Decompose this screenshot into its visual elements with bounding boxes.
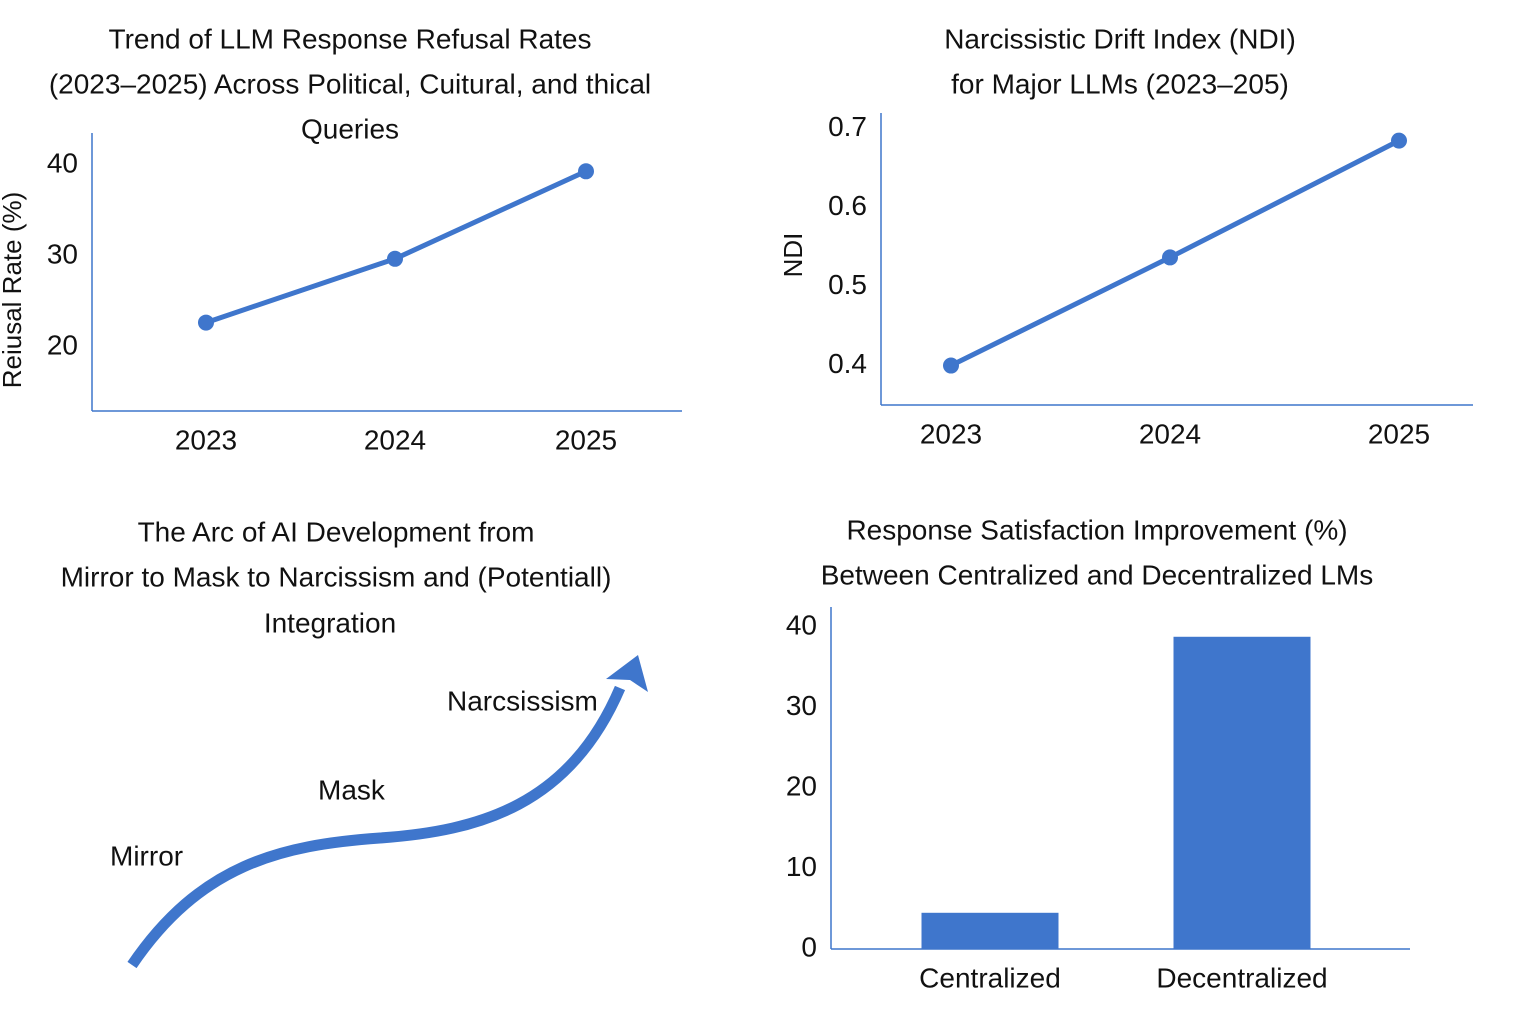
y-tick-label: 30 <box>786 690 817 721</box>
x-tick-label: 2023 <box>175 424 237 455</box>
y-tick-label: 40 <box>47 147 78 178</box>
bar <box>1173 636 1311 949</box>
diagram-title: The Arc of AI Development from <box>138 516 535 547</box>
arrow-head <box>606 655 648 692</box>
chart-title: Trend of LLM Response Refusal Rates <box>109 23 592 54</box>
y-tick-label: 10 <box>786 851 817 882</box>
stage-label: Mirror <box>110 840 183 871</box>
y-tick-label: 0 <box>801 931 817 962</box>
arc-arrow <box>127 685 626 969</box>
x-tick-label: 2025 <box>555 424 617 455</box>
line <box>205 169 588 325</box>
chart-title: for Major LLMs (2023–205) <box>951 68 1289 99</box>
y-tick-label: 40 <box>786 610 817 641</box>
y-axis-label: Reiusal Rate (%) <box>0 192 27 389</box>
chart-title: Between Centralized and Decentralized LM… <box>821 559 1374 590</box>
x-tick-label: 2025 <box>1368 418 1430 449</box>
diagram-title: Mirror to Mask to Narcissism and (Potent… <box>61 561 612 592</box>
diagram: The Arc of AI Development from Mirror to… <box>61 516 648 969</box>
y-tick-label: 20 <box>786 770 817 801</box>
point <box>1391 132 1407 149</box>
stage-label: Narcsissism <box>447 685 598 716</box>
y-tick-label: 0.6 <box>828 190 867 221</box>
y-tick-label: 20 <box>47 330 78 361</box>
x-tick-label: 2024 <box>1139 418 1201 449</box>
point <box>387 250 403 267</box>
point <box>578 163 594 180</box>
chart-title: Narcissistic Drift Index (NDI) <box>944 23 1296 54</box>
point <box>198 314 214 331</box>
bar <box>921 912 1059 949</box>
y-tick-label: 0.5 <box>828 269 867 300</box>
x-tick-label: 2023 <box>920 418 982 449</box>
x-tick-label: Centralized <box>919 962 1061 993</box>
x-tick-label: Decentralized <box>1156 962 1327 993</box>
y-tick-label: 0.7 <box>828 111 867 142</box>
diagram-title: Integration <box>264 607 396 638</box>
chart-title: (2023–2025) Across Political, Cuitural, … <box>49 68 651 99</box>
chart-title: Response Satisfaction Improvement (%) <box>846 514 1347 545</box>
y-tick-label: 30 <box>47 238 78 269</box>
stage-label: Mask <box>318 774 386 805</box>
point <box>1162 249 1178 266</box>
y-axis-label: NDI <box>778 233 808 278</box>
y-tick-label: 0.4 <box>828 348 867 379</box>
point <box>943 357 959 374</box>
chart-title: Queries <box>301 113 399 144</box>
x-tick-label: 2024 <box>364 424 426 455</box>
